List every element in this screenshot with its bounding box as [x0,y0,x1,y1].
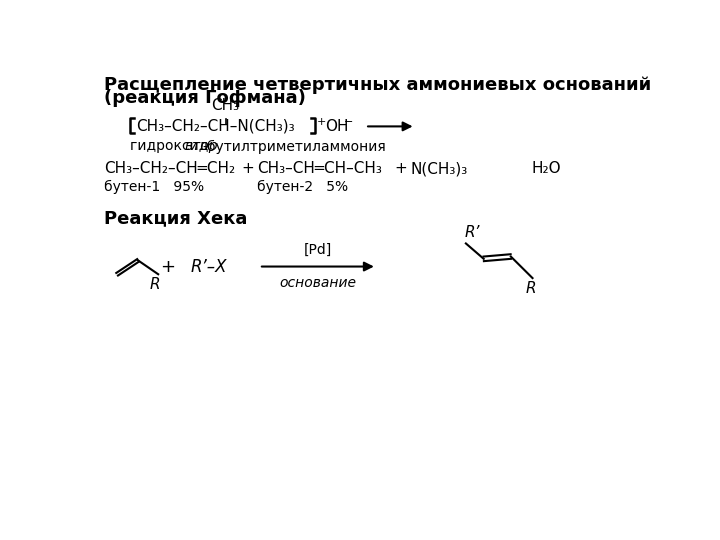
Text: CH₃: CH₃ [212,98,240,112]
Text: R: R [150,278,161,292]
Text: Реакция Хека: Реакция Хека [104,209,248,227]
Text: CH₃–CH₂–CH═CH₂: CH₃–CH₂–CH═CH₂ [104,161,235,176]
Text: основание: основание [279,276,356,290]
Text: +: + [395,161,408,176]
Text: R’–X: R’–X [191,258,228,275]
Text: бутен-2   5%: бутен-2 5% [256,180,348,194]
Text: CH₃–CH₂–CH–N(CH₃)₃: CH₃–CH₂–CH–N(CH₃)₃ [137,119,295,134]
Text: гидроксид: гидроксид [130,139,213,153]
Text: (реакция Гофмана): (реакция Гофмана) [104,90,306,107]
Text: OH: OH [325,119,349,134]
Text: [Pd]: [Pd] [304,244,332,257]
Text: -бутилтриметиламмония: -бутилтриметиламмония [202,139,386,153]
Text: CH₃–CH═CH–CH₃: CH₃–CH═CH–CH₃ [256,161,382,176]
Text: H₂O: H₂O [532,161,562,176]
Text: R: R [526,281,536,296]
Text: −: − [343,117,353,127]
Text: втор: втор [184,139,218,153]
Text: бутен-1   95%: бутен-1 95% [104,180,204,194]
Text: +: + [316,117,325,127]
Text: +: + [241,161,254,176]
Text: N(CH₃)₃: N(CH₃)₃ [410,161,467,176]
Text: R’: R’ [464,225,480,240]
Text: Расщепление четвертичных аммониевых оснований: Расщепление четвертичных аммониевых осно… [104,76,651,93]
Text: +: + [160,258,175,275]
